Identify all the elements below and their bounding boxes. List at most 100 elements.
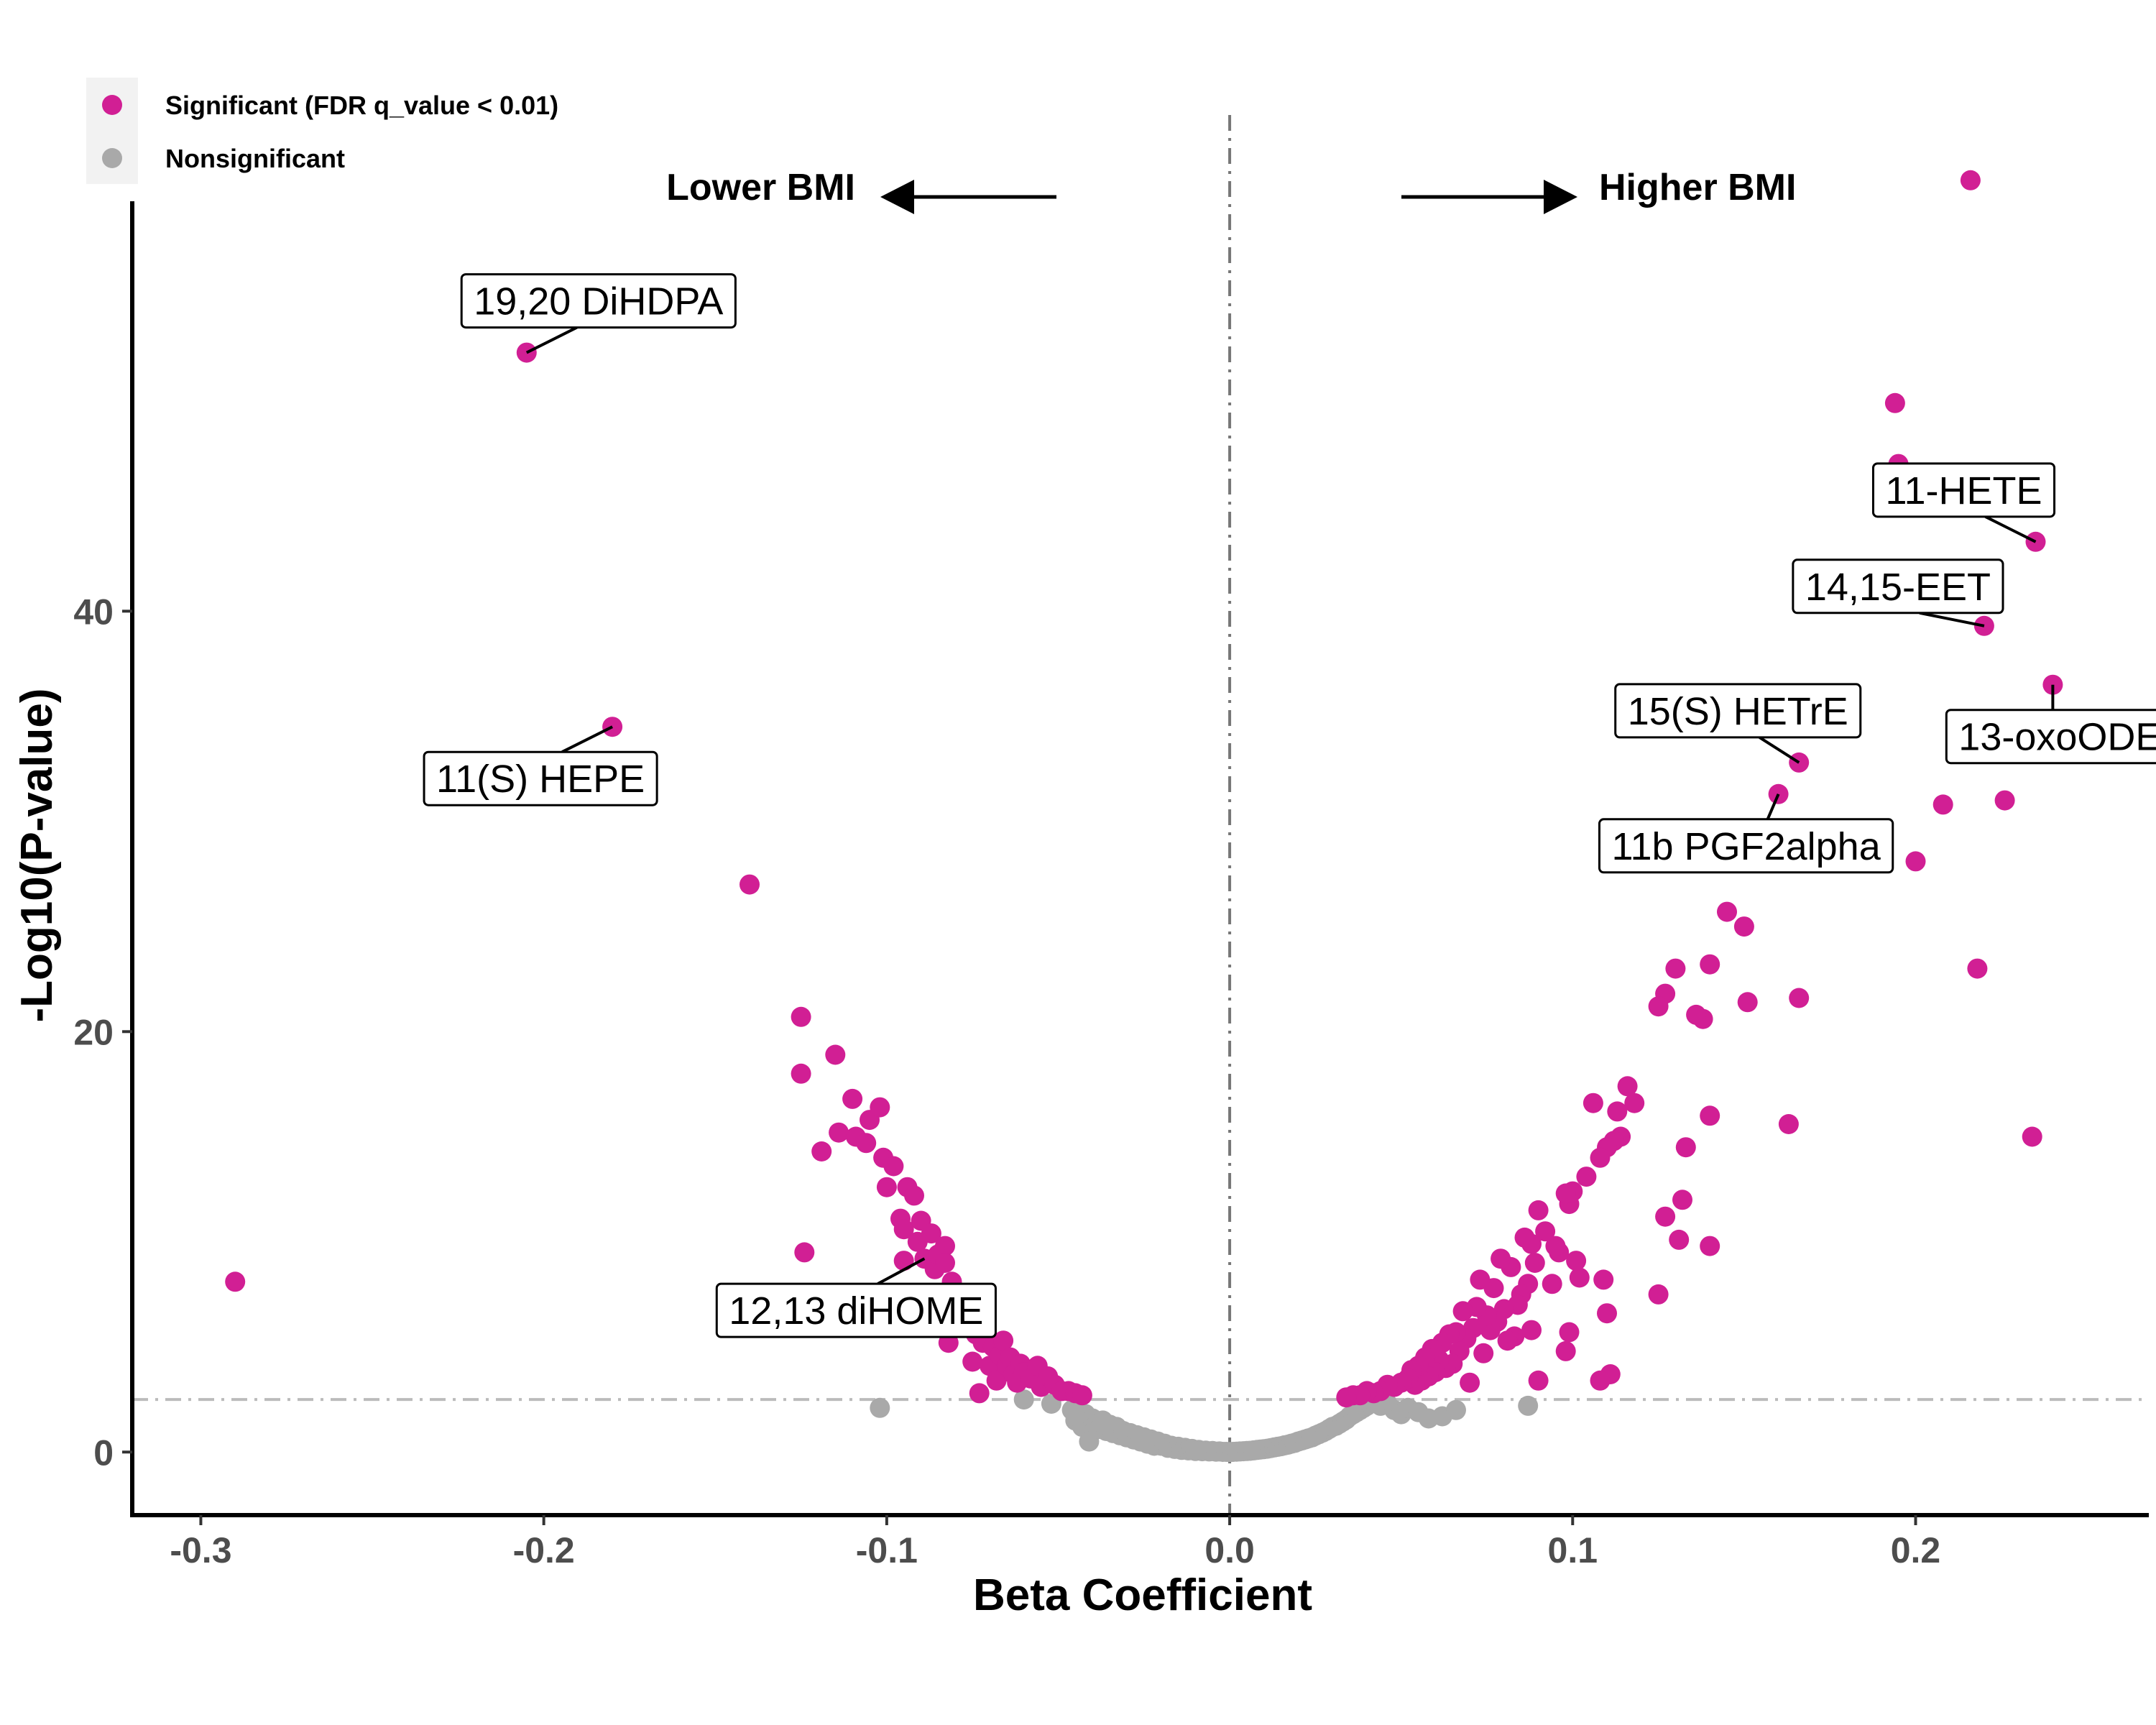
x-tick-label: -0.1: [856, 1530, 918, 1570]
x-tick-label: 0.1: [1548, 1530, 1598, 1570]
significant-point: [1593, 1269, 1614, 1290]
annotation-leader: [1766, 794, 1780, 820]
significant-point: [1672, 1190, 1692, 1210]
significant-point: [1491, 1248, 1511, 1269]
nonsignificant-point: [1518, 1395, 1539, 1416]
significant-point: [1528, 1200, 1549, 1220]
significant-point: [1960, 170, 1981, 190]
significant-point: [921, 1223, 941, 1244]
annotation-label: 14,15-EET: [1792, 558, 2004, 627]
annotation-label: 12,13 diHOME: [715, 1257, 997, 1338]
y-tick-label: 0: [93, 1432, 114, 1473]
significant-point: [1072, 1385, 1092, 1406]
significant-point: [1473, 1343, 1494, 1363]
legend-nonsignificant-dot: [102, 148, 122, 168]
annotation-text: 13-oxoODE: [1958, 716, 2156, 759]
y-axis-title: -Log10(P-value): [12, 688, 62, 1022]
significant-point: [1648, 996, 1669, 1017]
significant-point: [1559, 1322, 1580, 1343]
significant-point: [904, 1185, 924, 1206]
significant-point: [935, 1253, 955, 1273]
significant-point: [870, 1097, 890, 1118]
significant-point: [1717, 901, 1737, 922]
significant-point: [1655, 1206, 1676, 1227]
significant-point: [1576, 1167, 1597, 1187]
annotation-box: [423, 750, 658, 806]
axes: -0.3 -0.2 -0.1 0.0 0.1 0.2 0 20 40: [73, 201, 2149, 1570]
annotation-box: [1945, 709, 2156, 765]
significant-point: [1686, 1004, 1707, 1025]
reference-lines: [132, 115, 2149, 1515]
legend-nonsignificant-label: Nonsignificant: [165, 144, 345, 173]
significant-point: [1994, 790, 2015, 811]
annotation-box: [460, 273, 737, 329]
significant-point: [1569, 1267, 1590, 1288]
significant-point: [1624, 1092, 1645, 1113]
significant-point: [1514, 1227, 1535, 1248]
annotation-leader: [1919, 611, 1985, 627]
significant-point: [1597, 1303, 1617, 1324]
significant-point: [1542, 1274, 1562, 1294]
significant-point: [883, 1156, 904, 1177]
significant-point: [2022, 1126, 2042, 1147]
significant-point: [962, 1351, 983, 1372]
significant-point: [1590, 1370, 1611, 1391]
significant-point: [1590, 1147, 1611, 1168]
significant-point: [1521, 1320, 1542, 1340]
significant-point: [1700, 954, 1720, 975]
significant-point: [993, 1330, 1014, 1351]
significant-point: [969, 1383, 990, 1404]
significant-point: [791, 1063, 811, 1084]
significant-point: [225, 1271, 246, 1292]
significant-point: [1524, 1253, 1545, 1273]
nonsignificant-point: [870, 1397, 890, 1418]
significant-point: [1617, 1076, 1638, 1097]
annotation-box: [1792, 558, 2004, 615]
legend-significant-dot: [102, 95, 122, 115]
significant-point: [893, 1251, 914, 1271]
significant-point: [2042, 674, 2063, 695]
annotation-text: 11b PGF2alpha: [1611, 825, 1881, 868]
significant-point: [1669, 1229, 1690, 1250]
x-tick-label: 0.2: [1891, 1530, 1941, 1570]
x-tick-label: -0.3: [170, 1530, 231, 1570]
nonsignificant-point: [1446, 1399, 1466, 1420]
data-points: [225, 170, 2063, 1463]
significant-point: [1452, 1301, 1473, 1322]
annotation-text: 19,20 DiHDPA: [474, 280, 723, 323]
annotation-leader: [1984, 515, 2037, 543]
significant-point: [1905, 851, 1926, 872]
annotation-text: 14,15-EET: [1805, 566, 1991, 609]
significant-point: [1789, 988, 1810, 1008]
y-tick-label: 40: [73, 592, 114, 632]
significant-point: [1932, 794, 1953, 815]
annotation-text: 12,13 diHOME: [729, 1289, 983, 1333]
annotation-label: 11(S) HEPE: [423, 725, 658, 806]
significant-point: [1733, 916, 1754, 937]
significant-point: [1700, 1236, 1720, 1256]
annotation-label: 11-HETE: [1871, 462, 2056, 543]
y-tick-label: 20: [73, 1012, 114, 1052]
significant-point: [829, 1122, 849, 1143]
significant-point: [1336, 1387, 1357, 1408]
x-tick-label: 0.0: [1204, 1530, 1255, 1570]
significant-point: [1535, 1221, 1556, 1242]
annotation-leader: [877, 1257, 926, 1285]
annotation-text: 15(S) HETrE: [1628, 690, 1848, 733]
left-arrow-icon: [880, 180, 914, 214]
annotation-leader: [525, 326, 578, 354]
annotation-leader: [1759, 736, 1800, 764]
annotation-label: 11b PGF2alpha: [1598, 794, 1894, 874]
significant-point: [740, 874, 760, 895]
annotation-label: 13-oxoODE: [1945, 684, 2156, 765]
significant-point: [986, 1370, 1007, 1391]
significant-point: [1566, 1251, 1587, 1271]
significant-point: [1497, 1330, 1518, 1351]
significant-point: [1778, 1114, 1799, 1134]
significant-point: [1460, 1372, 1480, 1393]
annotation-label: 15(S) HETrE: [1614, 683, 1862, 764]
significant-point: [1665, 958, 1686, 979]
annotation-box: [715, 1282, 997, 1338]
significant-point: [825, 1044, 846, 1065]
legend: Significant (FDR q_value < 0.01) Nonsign…: [86, 78, 558, 184]
